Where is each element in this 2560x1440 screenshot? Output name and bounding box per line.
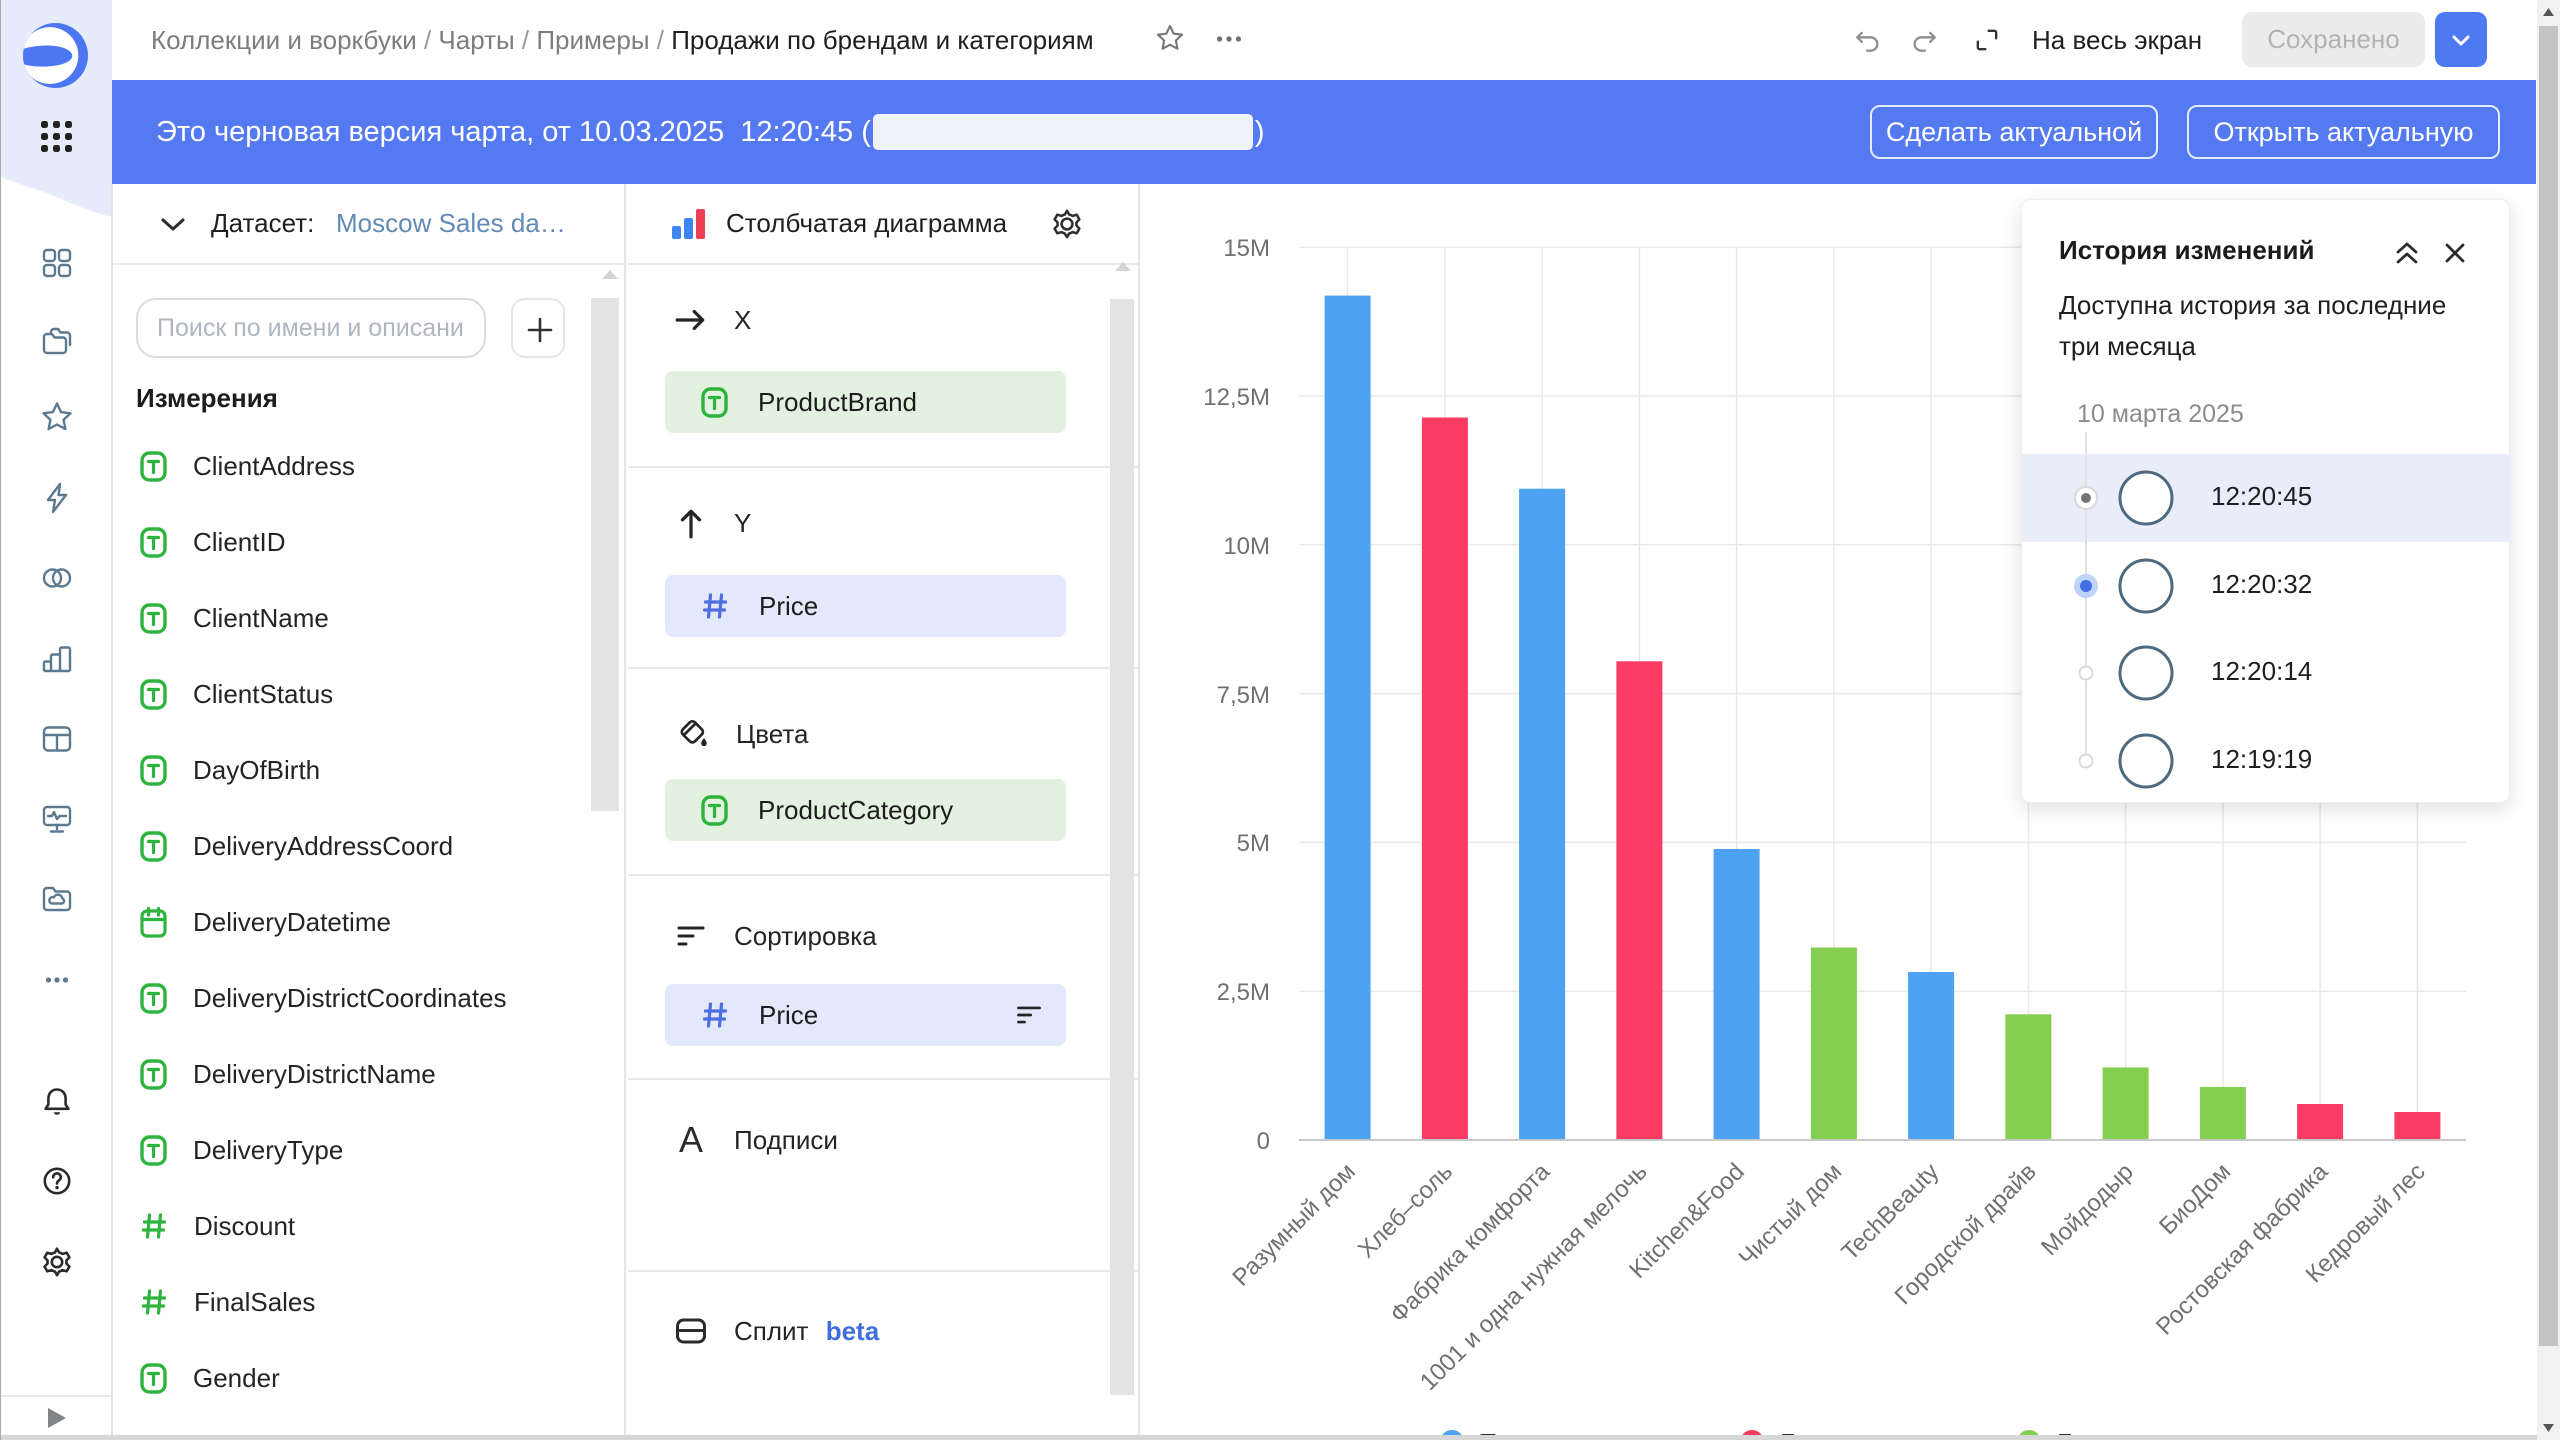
- svg-text:Разумный дом: Разумный дом: [1227, 1158, 1360, 1291]
- svg-text:Мойдодыр: Мойдодыр: [2036, 1158, 2139, 1261]
- svg-text:Чистый дом: Чистый дом: [1734, 1158, 1848, 1272]
- svg-text:5M: 5M: [1237, 830, 1270, 857]
- svg-text:12,5M: 12,5M: [1203, 384, 1270, 411]
- svg-text:БиоДом: БиоДом: [2154, 1158, 2236, 1240]
- svg-text:10M: 10M: [1223, 533, 1270, 560]
- svg-text:7,5M: 7,5M: [1217, 682, 1270, 709]
- svg-text:Ростовская фабрика: Ростовская фабрика: [2151, 1158, 2334, 1341]
- svg-text:Фабрика комфорта: Фабрика комфорта: [1385, 1158, 1556, 1329]
- svg-text:2,5M: 2,5M: [1217, 979, 1270, 1006]
- svg-text:0: 0: [1257, 1128, 1270, 1155]
- svg-text:15M: 15M: [1223, 235, 1270, 262]
- svg-text:Хлеб–соль: Хлеб–соль: [1353, 1158, 1458, 1263]
- svg-text:TechBeauty: TechBeauty: [1837, 1158, 1945, 1266]
